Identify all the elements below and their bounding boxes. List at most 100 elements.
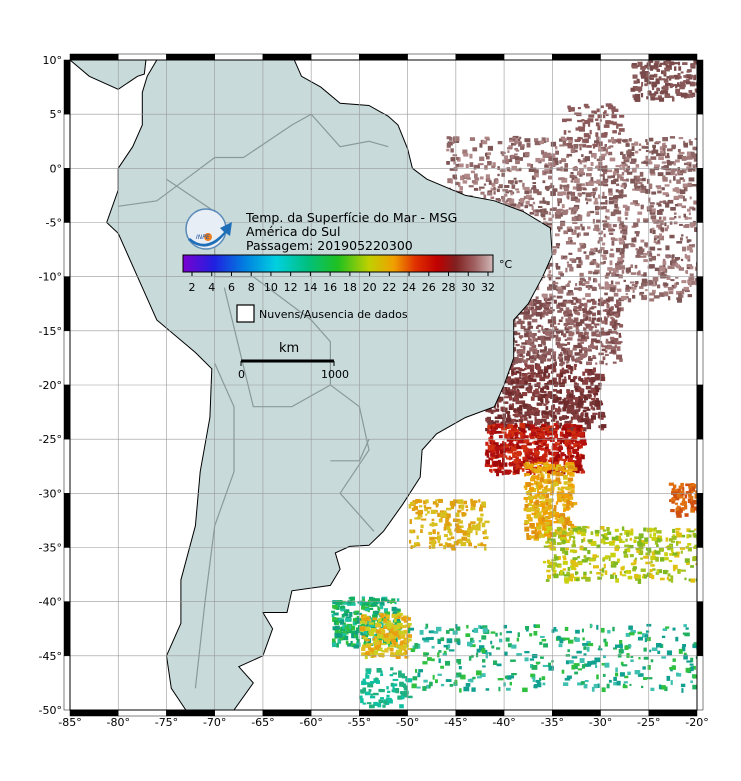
sst-pixel	[569, 366, 573, 370]
sst-pixel	[591, 110, 597, 114]
sst-pixel	[533, 333, 537, 336]
sst-pixel	[575, 298, 582, 304]
sst-pixel	[653, 532, 657, 537]
sst-pixel	[548, 284, 555, 289]
sst-pixel	[525, 454, 531, 458]
sst-pixel	[548, 186, 551, 189]
sst-pixel	[544, 151, 547, 155]
sst-pixel	[542, 208, 546, 212]
sst-pixel	[525, 498, 528, 503]
sst-pixel	[380, 600, 384, 603]
sst-pixel	[550, 486, 555, 491]
sst-pixel	[399, 642, 404, 646]
sst-pixel	[679, 547, 686, 550]
sst-pixel	[622, 179, 627, 182]
sst-pixel	[555, 424, 560, 430]
sst-pixel	[511, 418, 516, 422]
sst-pixel	[479, 673, 486, 678]
sst-pixel	[530, 424, 535, 429]
sst-pixel	[533, 448, 538, 451]
sst-pixel	[567, 337, 573, 341]
sst-pixel	[599, 360, 605, 365]
sst-pixel	[514, 340, 518, 344]
sst-pixel	[527, 448, 533, 453]
sst-pixel	[578, 287, 582, 292]
sst-pixel	[666, 225, 670, 229]
sst-pixel	[686, 660, 692, 663]
sst-pixel	[555, 396, 562, 401]
sst-pixel	[507, 150, 510, 153]
sst-pixel	[645, 188, 651, 194]
sst-pixel	[588, 558, 595, 562]
sst-pixel	[577, 446, 580, 451]
sst-pixel	[404, 639, 410, 643]
sst-pixel	[658, 64, 662, 68]
sst-pixel	[641, 248, 645, 253]
sst-pixel	[665, 537, 669, 542]
sst-pixel	[596, 263, 600, 268]
sst-pixel	[637, 271, 641, 276]
sst-pixel	[510, 203, 517, 207]
sst-pixel	[495, 408, 500, 412]
sst-pixel	[593, 393, 596, 398]
sst-pixel	[470, 502, 476, 507]
sst-pixel	[356, 615, 360, 618]
sst-pixel	[677, 149, 681, 153]
sst-pixel	[511, 143, 516, 146]
sst-pixel	[690, 484, 697, 489]
sst-pixel	[579, 168, 584, 173]
sst-pixel	[564, 579, 569, 584]
sst-pixel	[595, 132, 599, 137]
sst-pixel	[335, 604, 341, 608]
sst-pixel	[613, 561, 618, 566]
sst-pixel	[538, 393, 542, 398]
sst-pixel	[568, 138, 573, 143]
sst-pixel	[390, 624, 396, 628]
sst-pixel	[543, 467, 549, 471]
sst-pixel	[514, 444, 518, 447]
sst-pixel	[530, 673, 535, 678]
sst-pixel	[693, 60, 697, 65]
sst-pixel	[637, 248, 643, 252]
sst-pixel	[653, 236, 657, 241]
sst-pixel	[534, 533, 540, 539]
sst-pixel	[526, 142, 531, 148]
sst-pixel	[625, 217, 628, 220]
sst-pixel	[608, 146, 611, 149]
sst-pixel	[531, 475, 534, 478]
sst-pixel	[681, 501, 687, 506]
sst-pixel	[609, 145, 614, 148]
sst-pixel	[542, 489, 548, 494]
sst-pixel	[546, 526, 552, 531]
sst-pixel	[381, 617, 385, 622]
sst-pixel	[606, 113, 609, 117]
sst-pixel	[564, 521, 569, 525]
sst-pixel	[429, 523, 433, 527]
sst-pixel	[474, 173, 478, 179]
sst-pixel	[598, 373, 602, 379]
sst-pixel	[595, 262, 599, 265]
sst-pixel	[508, 200, 514, 204]
sst-pixel	[540, 311, 543, 316]
sst-pixel	[652, 149, 659, 154]
sst-pixel	[650, 65, 655, 70]
sst-pixel	[526, 471, 532, 475]
sst-pixel	[568, 280, 571, 284]
sst-pixel	[391, 644, 394, 647]
sst-pixel	[368, 619, 372, 622]
sst-pixel	[482, 665, 486, 668]
sst-pixel	[553, 508, 557, 513]
sst-pixel	[526, 533, 529, 537]
sst-pixel	[679, 177, 684, 180]
sst-pixel	[572, 222, 578, 225]
sst-pixel	[640, 204, 644, 210]
sst-pixel	[664, 93, 671, 98]
sst-pixel	[436, 535, 442, 541]
sst-pixel	[515, 149, 520, 152]
sst-pixel	[551, 490, 555, 493]
sst-pixel	[656, 153, 661, 157]
sst-pixel	[679, 569, 682, 572]
sst-pixel	[655, 67, 658, 71]
sst-pixel	[601, 132, 608, 138]
sst-pixel	[597, 400, 601, 406]
